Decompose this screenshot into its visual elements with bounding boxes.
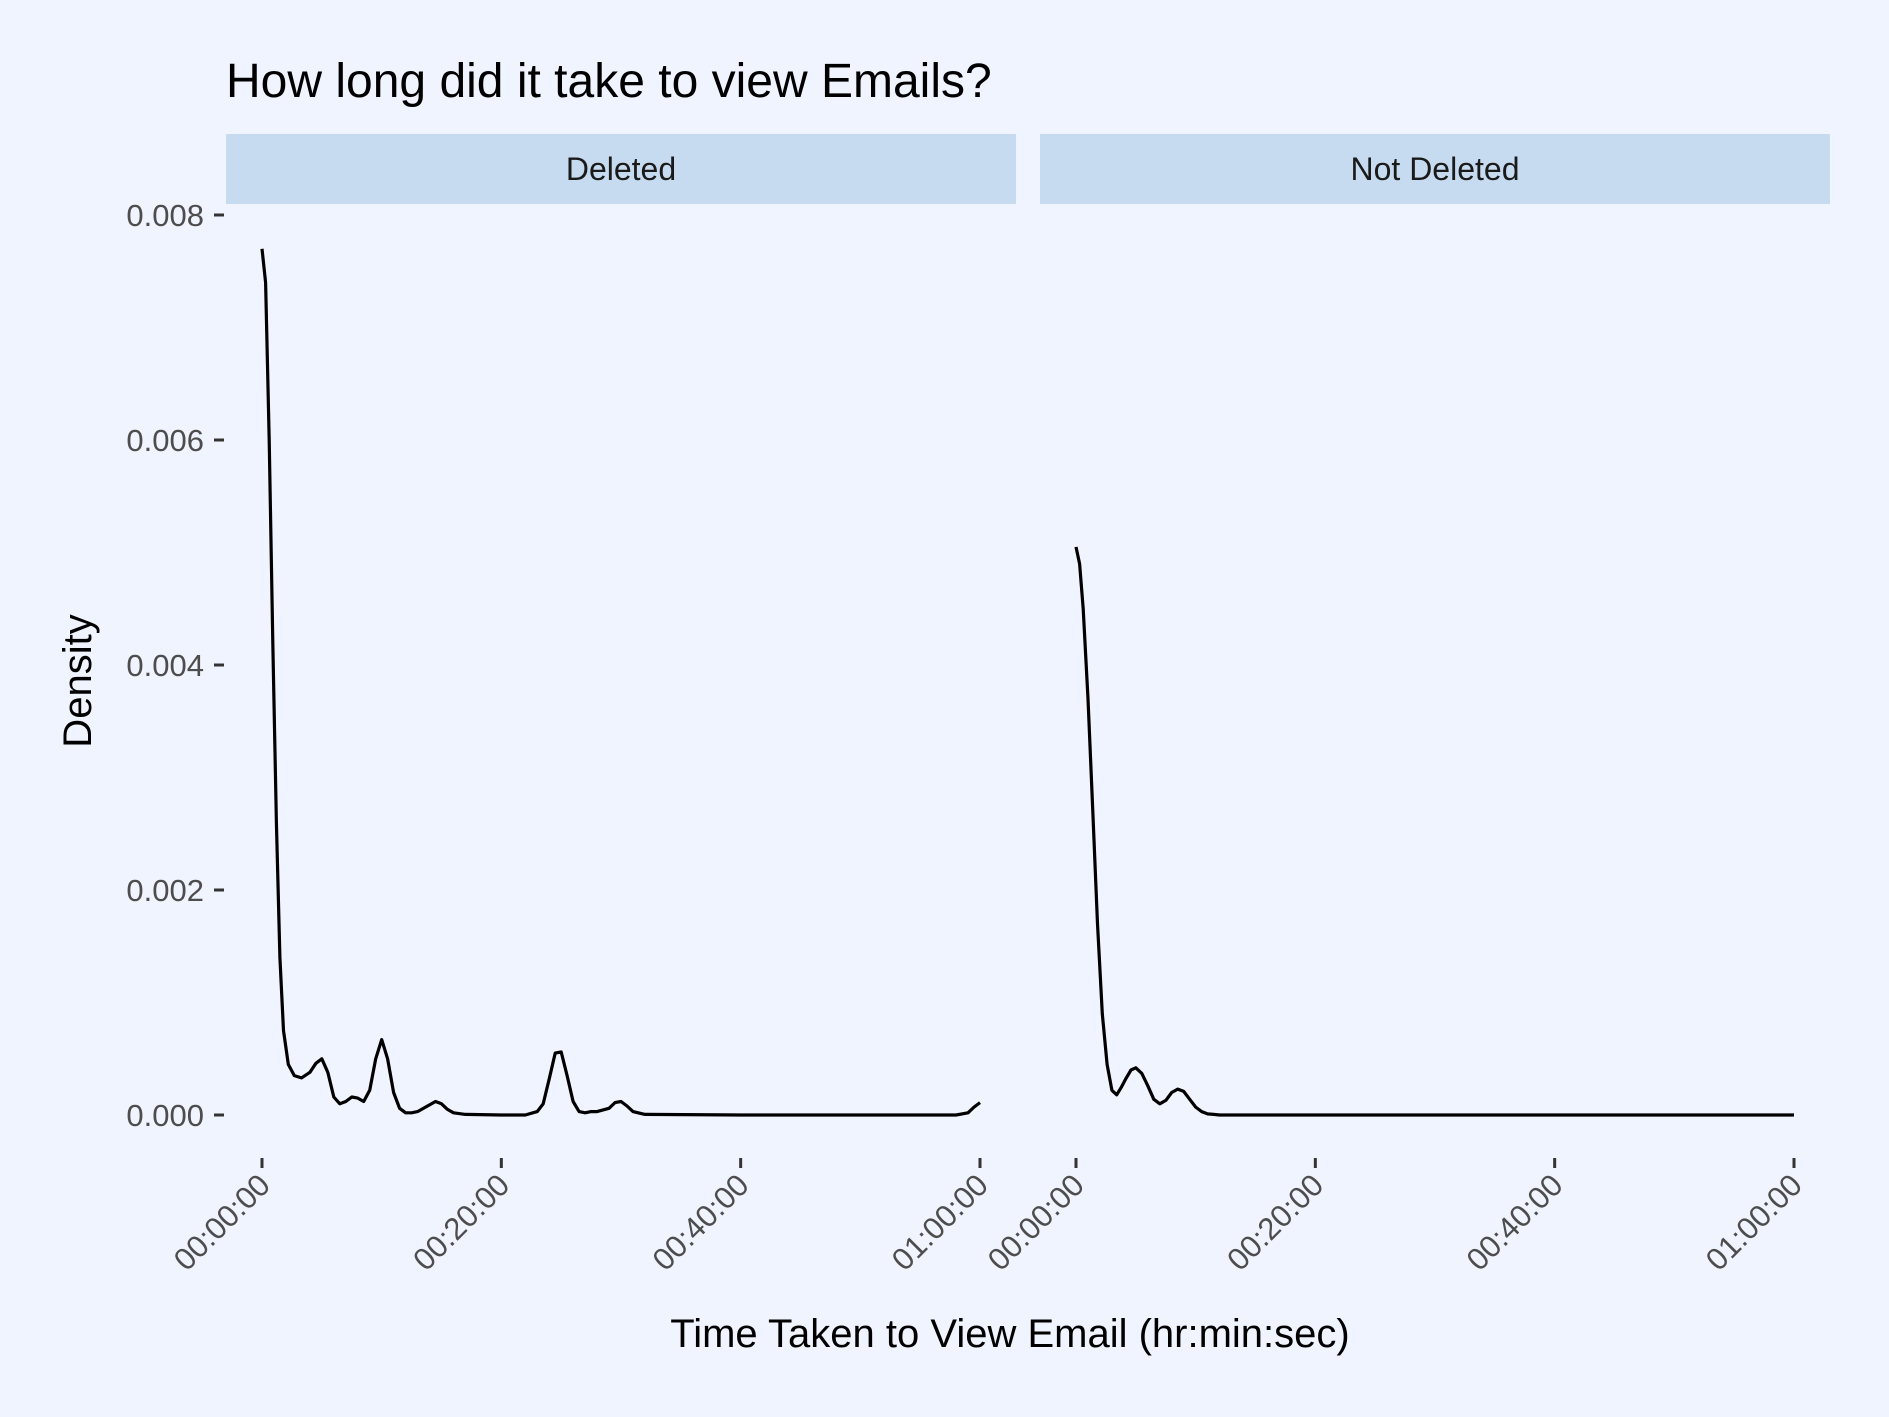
density-line-not-deleted — [1074, 546, 1794, 1117]
y-tick-label: 0.002 — [126, 873, 204, 908]
y-tick-label: 0.006 — [126, 423, 204, 458]
chart-title: How long did it take to view Emails? — [226, 55, 992, 108]
facet-strip — [1040, 134, 1830, 204]
facet-strip-label: Deleted — [566, 151, 676, 187]
x-axis-title: Time Taken to View Email (hr:min:sec) — [670, 1312, 1349, 1356]
facet-strip — [226, 134, 1016, 204]
y-tick-label: 0.004 — [126, 648, 204, 683]
y-axis-title: Density — [56, 614, 100, 747]
y-tick-label: 0.000 — [126, 1098, 204, 1133]
y-tick-label: 0.008 — [126, 198, 204, 233]
facet-strip-label: Not Deleted — [1351, 151, 1520, 187]
density-line-deleted — [260, 248, 981, 1117]
y-axis: 0.000 0.002 0.004 0.006 0.008 — [126, 198, 224, 1133]
